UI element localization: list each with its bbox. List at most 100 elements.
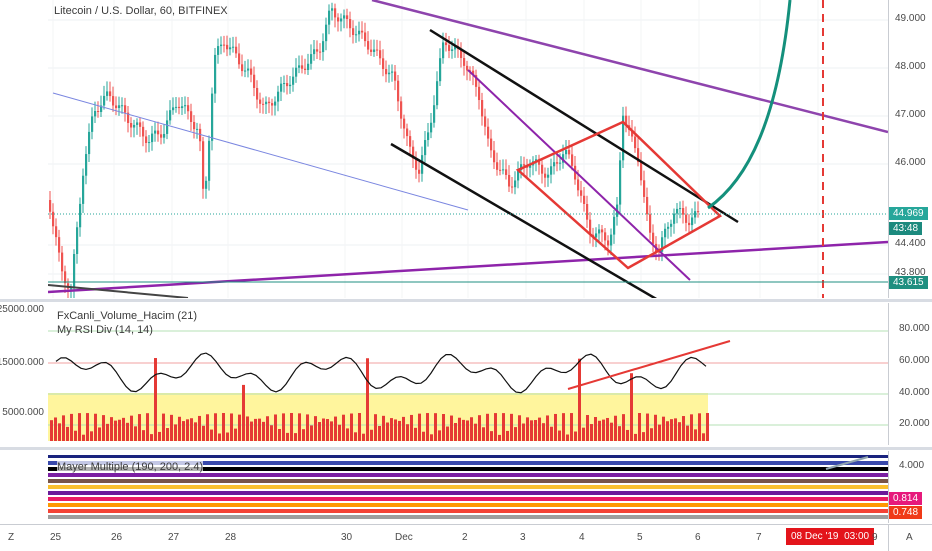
volume-bar [698,413,701,441]
volume-bar [238,414,241,441]
candle-body [607,240,610,246]
rsi-axis[interactable]: 80.000 60.000 40.000 20.000 [888,303,932,445]
auto-scale-a-label[interactable]: A [906,532,913,543]
volume-bar [266,416,269,441]
rsi-legend[interactable]: My RSI Div (14, 14) [57,324,153,336]
candle-body [382,58,385,70]
candle-body [292,76,295,85]
indicator-canvas[interactable] [48,303,888,445]
volume-bar [670,419,673,441]
volume-bar [598,420,601,441]
candle-body [337,17,340,22]
pane-separator[interactable] [0,447,932,450]
candle-body [181,106,184,109]
volume-bar [546,415,549,441]
wedge-red [515,120,723,270]
candle-body [283,83,286,85]
price-chart-pane[interactable]: Litecoin / U.S. Dollar, 60, BITFINEX [48,0,888,298]
candle-body [352,28,355,35]
volume-bar [270,425,273,441]
volume-bar [62,415,65,441]
candle-body [349,19,352,29]
mayer-canvas[interactable] [48,451,888,523]
crosshair-time: 03:00 [844,531,870,542]
mayer-legend[interactable]: Mayer Multiple (190, 200, 2.4) [57,461,204,473]
volume-bar [534,420,537,441]
volume-bar [282,413,285,441]
horizontal-level-label: 43.615 [889,276,928,289]
candle-body [115,105,118,109]
volume-bar [286,432,289,441]
trend-line-upper [371,0,888,134]
candle-body [280,83,283,92]
candle-body [550,166,553,175]
candle-body [316,49,319,52]
volume-bar [522,423,525,441]
volume-bar [442,414,445,441]
volume-bar [82,434,85,441]
auto-scale-corner[interactable]: A [888,524,932,551]
candle-body [688,222,691,226]
volume-bar [394,419,397,441]
candle-body [301,65,304,69]
volume-bar [498,434,501,441]
zoom-corner[interactable]: Z [0,524,49,551]
candle-body [199,128,202,142]
candle-body [61,252,64,272]
volume-bar [530,420,533,441]
rsi-tick: 20.000 [899,418,930,429]
candle-body [172,107,175,111]
candle-body [340,18,343,22]
volume-bar [402,416,405,441]
volume-bar [178,416,181,441]
mayer-pane[interactable]: Mayer Multiple (190, 200, 2.4) [48,451,888,523]
volume-bar [654,414,657,441]
zoom-z-label[interactable]: Z [8,532,15,543]
candle-body [676,208,679,214]
price-axis[interactable]: 49.000 48.000 47.000 46.000 44.400 43.80… [888,0,932,298]
volume-bar [322,418,325,441]
volume-bar [406,424,409,441]
candle-body [547,174,550,178]
time-axis[interactable]: 25 26 27 28 30 Dec 2 3 4 5 6 7 08 Dec '1… [48,524,888,551]
volume-bar [390,418,393,441]
volume-bar [398,420,401,441]
time-tick: Dec [395,532,413,543]
candle-body [139,122,142,127]
candle-body [259,99,262,104]
volume-bar [602,419,605,441]
volume-bar [254,418,257,441]
pane-separator[interactable] [0,299,932,302]
candle-body [220,44,223,47]
volume-bar [650,428,653,441]
volume-bar [262,421,265,441]
volume-bar [310,425,313,441]
candle-body [451,49,454,51]
candle-body [649,214,652,233]
candle-body [454,46,457,50]
volume-axis[interactable]: 25000.000 15000.000 5000.000 [0,303,49,445]
candle-body [640,162,643,181]
time-tick: 25 [50,532,62,543]
candle-body [289,84,292,87]
candle-body [88,131,91,155]
volume-bar [214,413,217,441]
mayer-value-2: 0.748 [889,506,923,519]
candle-body [394,71,397,81]
candle-body [193,121,196,130]
candle-body [610,234,613,246]
candle-body [109,91,112,97]
price-chart-canvas[interactable] [48,0,888,298]
candle-body [298,65,301,68]
volume-bar [362,433,365,441]
volume-bar [326,419,329,441]
volume-bar [562,413,565,441]
volume-legend[interactable]: FxCanli_Volume_Hacim (21) [57,310,197,322]
candle-body [232,46,235,48]
candle-body [274,101,277,106]
volume-bar [346,428,349,441]
candle-body [448,45,451,51]
candle-body [343,15,346,19]
indicator-pane[interactable]: FxCanli_Volume_Hacim (21) My RSI Div (14… [48,303,888,445]
volume-bar [142,430,145,441]
